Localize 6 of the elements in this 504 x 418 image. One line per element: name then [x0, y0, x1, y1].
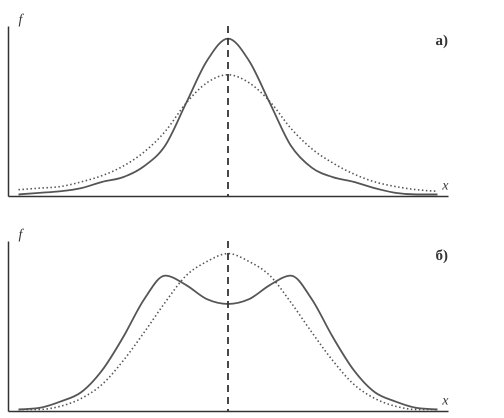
y-axis-title: f	[18, 228, 24, 242]
x-axis-title: x	[441, 178, 450, 194]
x-axis-title: x	[441, 394, 450, 408]
annotation: б)	[436, 248, 448, 264]
annotation: а)	[436, 33, 448, 49]
y-axis-title: f	[18, 12, 24, 28]
